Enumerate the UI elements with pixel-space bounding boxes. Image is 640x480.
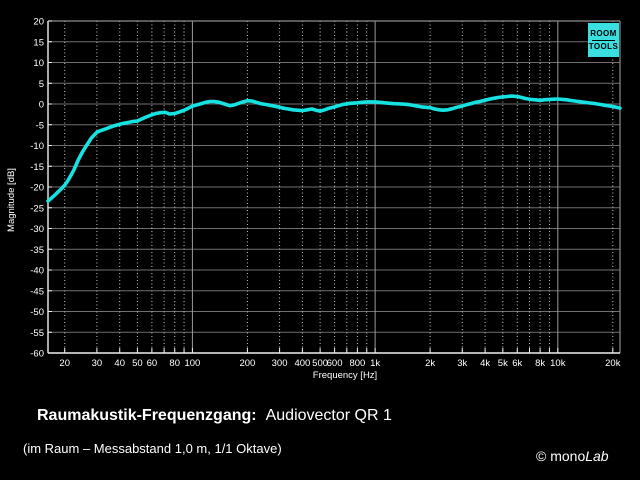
watermark-prefix: © mono bbox=[536, 448, 586, 464]
watermark-brand: Lab bbox=[585, 448, 609, 464]
x-axis-title: Frequency [Hz] bbox=[313, 370, 377, 381]
y-tick-label: -50 bbox=[30, 307, 44, 318]
chart-canvas: 20151050-5-10-15-20-25-30-35-40-45-50-55… bbox=[6, 17, 622, 381]
y-tick-label: -40 bbox=[30, 266, 44, 277]
x-tick-label: 8k bbox=[535, 358, 545, 369]
room-tools-logo-divider bbox=[592, 39, 615, 41]
x-tick-label: 400 bbox=[294, 358, 310, 369]
x-tick-label: 80 bbox=[169, 358, 180, 369]
x-tick-label: 6k bbox=[512, 358, 522, 369]
y-tick-label: -20 bbox=[30, 183, 44, 194]
x-tick-label: 20 bbox=[59, 358, 70, 369]
y-axis-title: Magnitude [dB] bbox=[6, 168, 17, 232]
x-tick-label: 30 bbox=[92, 358, 103, 369]
x-tick-label: 60 bbox=[147, 358, 158, 369]
x-tick-label: 500 bbox=[312, 358, 328, 369]
y-tick-label: -10 bbox=[30, 141, 44, 152]
x-tick-label: 100 bbox=[184, 358, 200, 369]
y-tick-label: -55 bbox=[30, 328, 44, 339]
room-tools-logo-line2: TOOLS bbox=[588, 41, 619, 51]
chart-title-value: Audiovector QR 1 bbox=[265, 407, 392, 424]
y-tick-label: 20 bbox=[33, 17, 44, 28]
chart-title: Raumakustik-Frequenzgang: Audiovector QR … bbox=[37, 407, 392, 425]
y-tick-label: -25 bbox=[30, 203, 44, 214]
y-tick-label: 10 bbox=[33, 58, 44, 69]
x-tick-label: 50 bbox=[132, 358, 143, 369]
x-tick-label: 600 bbox=[327, 358, 343, 369]
y-tick-label: -60 bbox=[30, 349, 44, 360]
x-tick-label: 4k bbox=[480, 358, 490, 369]
x-tick-label: 3k bbox=[457, 358, 467, 369]
room-tools-logo: ROOM TOOLS bbox=[588, 23, 619, 57]
x-tick-label: 300 bbox=[272, 358, 288, 369]
x-tick-label: 200 bbox=[239, 358, 255, 369]
y-tick-label: -30 bbox=[30, 224, 44, 235]
x-tick-label: 1k bbox=[370, 358, 380, 369]
y-tick-label: 0 bbox=[39, 100, 44, 111]
x-tick-label: 5k bbox=[498, 358, 508, 369]
y-tick-label: -35 bbox=[30, 245, 44, 256]
x-tick-label: 40 bbox=[114, 358, 125, 369]
y-tick-label: -45 bbox=[30, 286, 44, 297]
chart-title-label: Raumakustik-Frequenzgang: bbox=[37, 407, 257, 424]
y-tick-label: 15 bbox=[33, 37, 44, 48]
y-tick-label: 5 bbox=[39, 79, 44, 90]
frequency-response-curve bbox=[46, 94, 622, 203]
chart-subtitle: (im Raum – Messabstand 1,0 m, 1/1 Oktave… bbox=[23, 441, 282, 456]
room-tools-logo-line1: ROOM bbox=[590, 28, 617, 38]
watermark: © monoLab bbox=[536, 448, 609, 464]
x-tick-label: 10k bbox=[550, 358, 566, 369]
x-tick-label: 2k bbox=[425, 358, 435, 369]
y-tick-label: -15 bbox=[30, 162, 44, 173]
y-tick-label: -5 bbox=[36, 120, 44, 131]
x-tick-label: 800 bbox=[349, 358, 365, 369]
x-tick-label: 20k bbox=[605, 358, 621, 369]
